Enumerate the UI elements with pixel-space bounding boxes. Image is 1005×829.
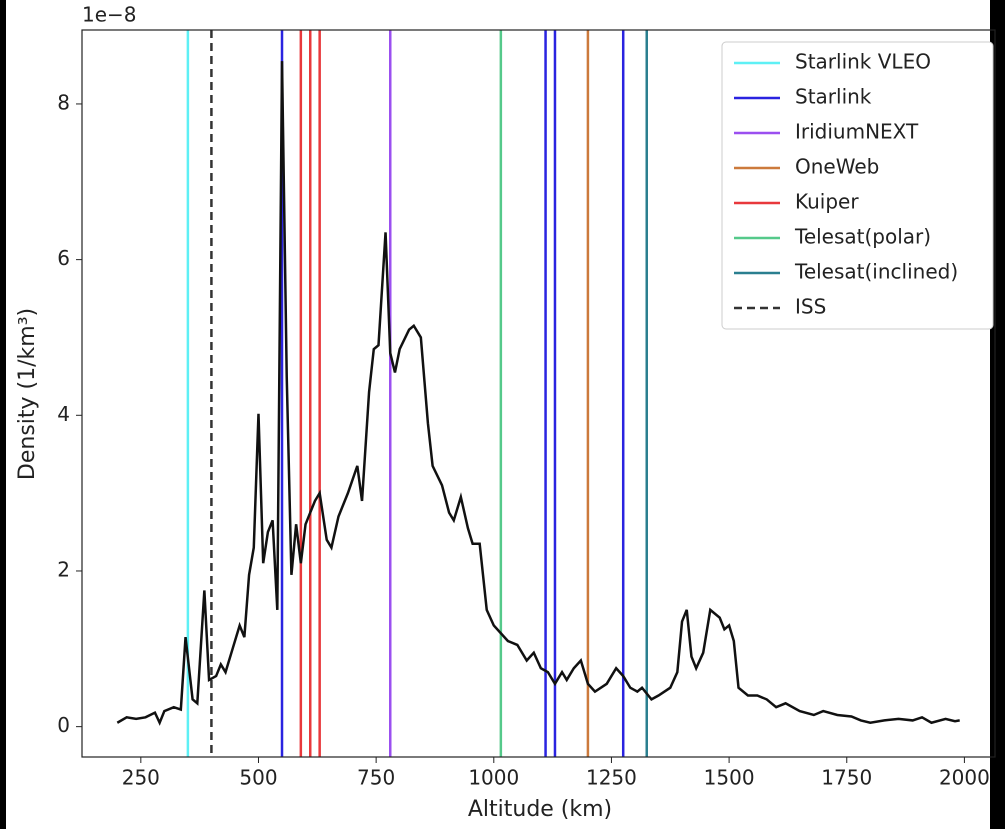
y-axis-label: Density (1/km³) [15, 308, 40, 480]
x-tick-label: 2000 [939, 766, 990, 790]
x-tick-label: 1000 [468, 766, 519, 790]
x-tick-label: 250 [122, 766, 160, 790]
legend-label: Starlink VLEO [795, 50, 931, 74]
plot-frame [81, 29, 996, 758]
x-tick-label: 1250 [586, 766, 637, 790]
legend-label: IridiumNEXT [795, 120, 919, 144]
x-tick-label: 750 [357, 766, 395, 790]
legend-box [721, 41, 994, 330]
x-tick-label: 1750 [821, 766, 872, 790]
x-tick-label: 500 [239, 766, 277, 790]
legend-label: OneWeb [795, 155, 879, 179]
y-offset-label: 1e−8 [82, 3, 137, 27]
legend-label: Kuiper [795, 190, 859, 214]
y-tick-label: 2 [57, 557, 70, 581]
y-tick-label: 0 [57, 713, 70, 737]
legend-label: Telesat(inclined) [794, 260, 958, 284]
y-tick-label: 6 [57, 246, 70, 270]
y-tick-label: 8 [57, 90, 70, 114]
legend-label: Starlink [795, 85, 872, 109]
density-line [116, 61, 960, 726]
x-axis-label: Altitude (km) [468, 797, 612, 822]
y-tick-label: 4 [57, 402, 70, 426]
legend-label: ISS [795, 295, 826, 319]
legend-label: Telesat(polar) [794, 225, 931, 249]
x-tick-label: 1500 [704, 766, 755, 790]
